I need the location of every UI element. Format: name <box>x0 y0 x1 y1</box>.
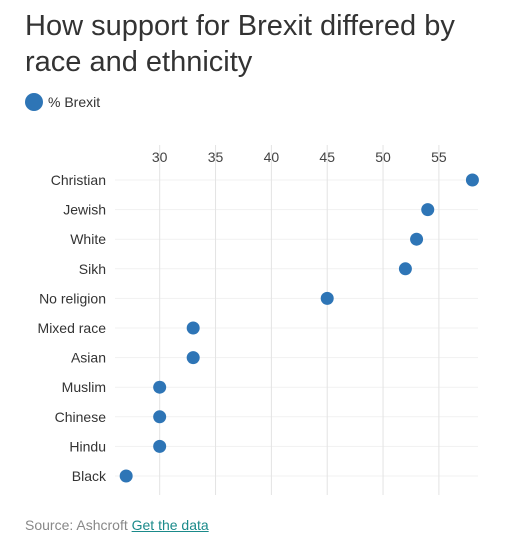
category-label: Black <box>72 468 107 484</box>
x-tick-label: 40 <box>264 149 280 165</box>
x-tick-label: 30 <box>152 149 168 165</box>
category-label: Hindu <box>69 438 106 454</box>
category-label: White <box>70 231 106 247</box>
category-label: Asian <box>71 350 106 366</box>
category-label: Sikh <box>79 261 106 277</box>
data-point[interactable] <box>153 410 167 424</box>
data-point[interactable] <box>465 173 479 187</box>
source-text: Source: Ashcroft <box>25 517 128 533</box>
category-label: Mixed race <box>38 320 107 336</box>
data-point[interactable] <box>119 469 133 483</box>
x-tick-label: 50 <box>375 149 391 165</box>
category-label: Muslim <box>62 379 106 395</box>
category-label: Christian <box>51 172 106 188</box>
data-point[interactable] <box>153 439 167 453</box>
category-label: Chinese <box>55 409 107 425</box>
category-label: No religion <box>39 290 106 306</box>
data-point[interactable] <box>153 380 167 394</box>
legend: % Brexit <box>25 92 100 112</box>
data-point[interactable] <box>186 321 200 335</box>
chart-title: How support for Brexit differed by race … <box>25 10 455 78</box>
source-line: Source: Ashcroft Get the data <box>25 517 209 533</box>
x-tick-label: 35 <box>208 149 224 165</box>
x-axis-ticks: 30 35 40 45 50 55 <box>152 149 447 165</box>
data-point[interactable] <box>320 291 334 305</box>
data-point[interactable] <box>410 232 424 246</box>
data-point[interactable] <box>398 262 412 276</box>
data-point[interactable] <box>421 203 435 217</box>
data-point[interactable] <box>186 351 200 365</box>
get-the-data-link[interactable]: Get the data <box>131 517 209 533</box>
legend-swatch <box>25 93 43 111</box>
data-points <box>119 173 479 483</box>
dot-plot: 30 35 40 45 50 55 Christian Jewish White Sikh No … <box>38 145 479 495</box>
legend-label: % Brexit <box>48 94 101 110</box>
y-axis-labels: Christian Jewish White Sikh No religion Mixed… <box>38 172 107 484</box>
x-tick-label: 55 <box>431 149 447 165</box>
grid-lines <box>115 145 478 495</box>
x-tick-label: 45 <box>319 149 335 165</box>
category-label: Jewish <box>63 202 106 218</box>
